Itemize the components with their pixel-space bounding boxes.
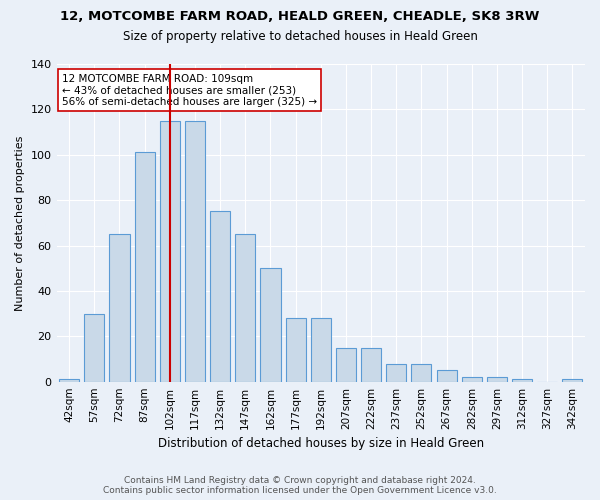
Bar [260,268,281,382]
Bar [134,152,155,382]
X-axis label: Distribution of detached houses by size in Heald Green: Distribution of detached houses by size … [158,437,484,450]
Bar [512,380,532,382]
Bar [386,364,406,382]
Bar [84,314,104,382]
Bar [336,348,356,382]
Bar [412,364,431,382]
Bar [437,370,457,382]
Bar [361,348,381,382]
Bar [286,318,305,382]
Bar [109,234,130,382]
Bar [311,318,331,382]
Bar [562,380,583,382]
Bar [487,377,507,382]
Text: Size of property relative to detached houses in Heald Green: Size of property relative to detached ho… [122,30,478,43]
Bar [185,120,205,382]
Bar [235,234,256,382]
Text: Contains HM Land Registry data © Crown copyright and database right 2024.
Contai: Contains HM Land Registry data © Crown c… [103,476,497,495]
Y-axis label: Number of detached properties: Number of detached properties [15,135,25,310]
Text: 12 MOTCOMBE FARM ROAD: 109sqm
← 43% of detached houses are smaller (253)
56% of : 12 MOTCOMBE FARM ROAD: 109sqm ← 43% of d… [62,74,317,106]
Bar [210,212,230,382]
Text: 12, MOTCOMBE FARM ROAD, HEALD GREEN, CHEADLE, SK8 3RW: 12, MOTCOMBE FARM ROAD, HEALD GREEN, CHE… [61,10,539,23]
Bar [461,377,482,382]
Bar [59,380,79,382]
Bar [160,120,180,382]
